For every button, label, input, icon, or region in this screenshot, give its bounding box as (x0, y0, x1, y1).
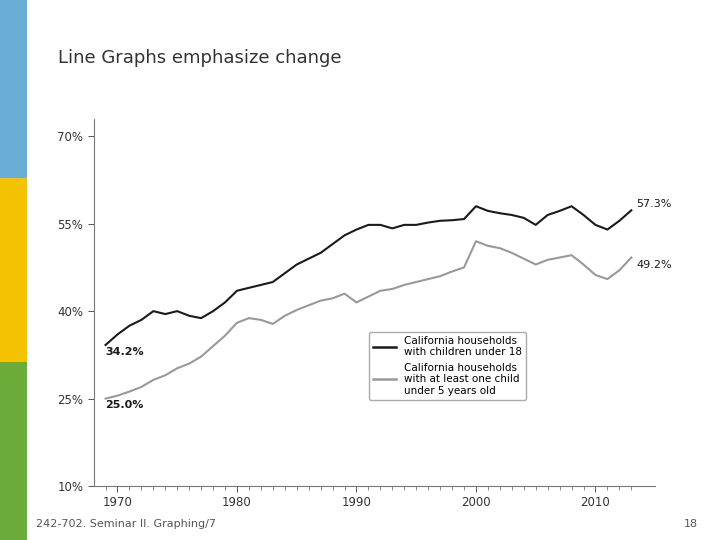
Text: 49.2%: 49.2% (636, 260, 672, 270)
Legend: California households
with children under 18, California households
with at leas: California households with children unde… (369, 332, 526, 400)
Text: 34.2%: 34.2% (106, 347, 144, 357)
Text: Line Graphs emphasize change: Line Graphs emphasize change (58, 49, 341, 66)
Text: 25.0%: 25.0% (106, 400, 144, 410)
Text: 57.3%: 57.3% (636, 199, 672, 208)
Text: 18: 18 (684, 519, 698, 529)
Text: 242-702. Seminar II. Graphing/7: 242-702. Seminar II. Graphing/7 (36, 519, 216, 529)
